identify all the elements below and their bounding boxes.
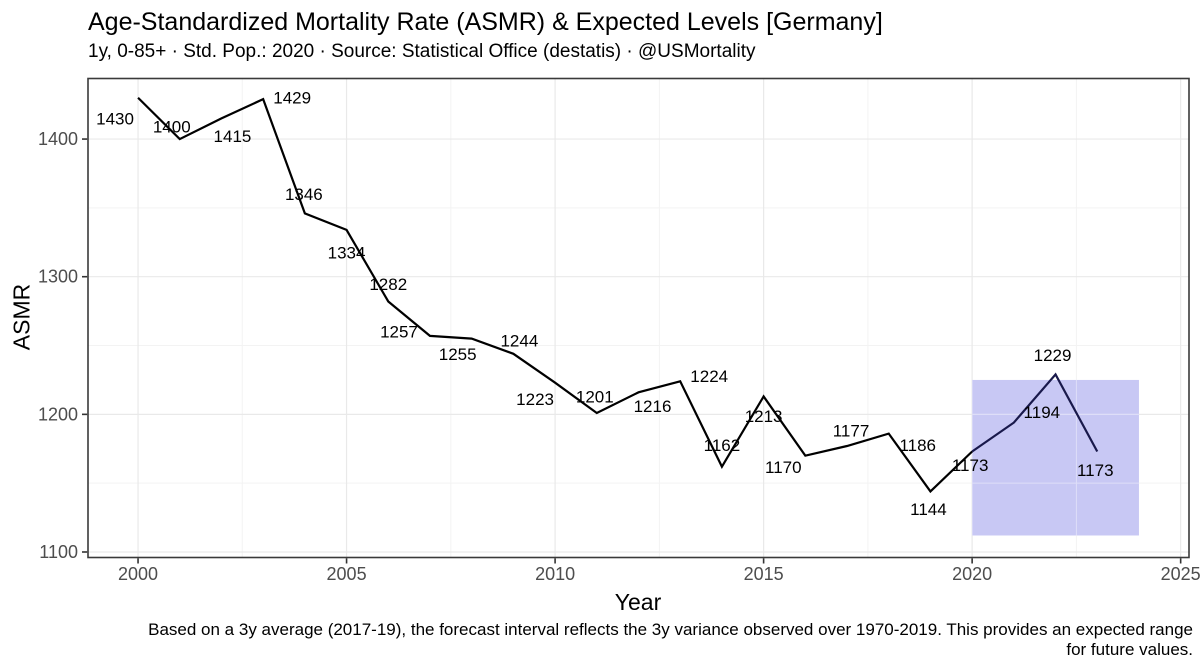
data-label: 1162 bbox=[704, 436, 741, 455]
x-tick-label: 2005 bbox=[327, 564, 367, 584]
x-tick-label: 2025 bbox=[1161, 564, 1200, 584]
forecast-window-line bbox=[971, 372, 1099, 453]
caption-line-1: Based on a 3y average (2017-19), the for… bbox=[148, 620, 1193, 639]
y-tick-label: 1300 bbox=[38, 267, 78, 287]
chart-subtitle: 1y, 0-85+ · Std. Pop.: 2020 · Source: St… bbox=[88, 41, 756, 62]
caption-line-2: for future values. bbox=[1066, 640, 1193, 659]
data-label: 1213 bbox=[745, 407, 783, 426]
data-label: 1224 bbox=[690, 367, 728, 386]
x-axis-title: Year bbox=[614, 589, 662, 615]
x-tick-label: 2010 bbox=[535, 564, 575, 584]
y-tick-label: 1400 bbox=[38, 129, 78, 149]
x-tick-label: 2000 bbox=[118, 564, 158, 584]
data-label: 1244 bbox=[500, 331, 538, 350]
data-label: 1177 bbox=[833, 422, 870, 441]
data-label: 1173 bbox=[952, 456, 989, 475]
data-label: 1229 bbox=[1034, 346, 1072, 365]
data-label: 1170 bbox=[765, 458, 802, 477]
y-tick-label: 1200 bbox=[38, 404, 78, 424]
data-label: 1415 bbox=[214, 127, 252, 146]
data-label: 1144 bbox=[910, 500, 947, 519]
data-label: 1173 bbox=[1077, 461, 1114, 480]
data-label: 1194 bbox=[1024, 403, 1061, 422]
data-label: 1400 bbox=[153, 118, 191, 137]
data-label: 1201 bbox=[576, 387, 614, 406]
data-label: 1429 bbox=[273, 89, 311, 108]
gridlines-on-band bbox=[972, 379, 1139, 536]
panel-border bbox=[87, 77, 1190, 559]
data-label: 1346 bbox=[285, 185, 323, 204]
axes: 2000 2005 2010 2015 2020 2025 1100 1200 1300 1400 bbox=[38, 129, 1200, 584]
x-tick-label: 2020 bbox=[952, 564, 992, 584]
y-axis-title: ASMR bbox=[8, 283, 35, 351]
data-label: 1430 bbox=[96, 109, 134, 128]
observed-line bbox=[137, 96, 973, 494]
forecast-band bbox=[972, 379, 1139, 536]
data-label: 1186 bbox=[899, 436, 936, 455]
data-label: 1223 bbox=[516, 390, 554, 409]
data-label: 1255 bbox=[439, 345, 477, 364]
data-label: 1216 bbox=[634, 397, 672, 416]
data-label: 1282 bbox=[369, 275, 407, 294]
data-label: 1334 bbox=[328, 243, 366, 262]
chart-title: Age-Standardized Mortality Rate (ASMR) &… bbox=[88, 8, 883, 36]
data-label: 1257 bbox=[380, 322, 418, 341]
y-tick-label: 1100 bbox=[39, 542, 78, 562]
x-tick-label: 2015 bbox=[744, 564, 784, 584]
caption: Based on a 3y average (2017-19), the for… bbox=[148, 620, 1193, 660]
